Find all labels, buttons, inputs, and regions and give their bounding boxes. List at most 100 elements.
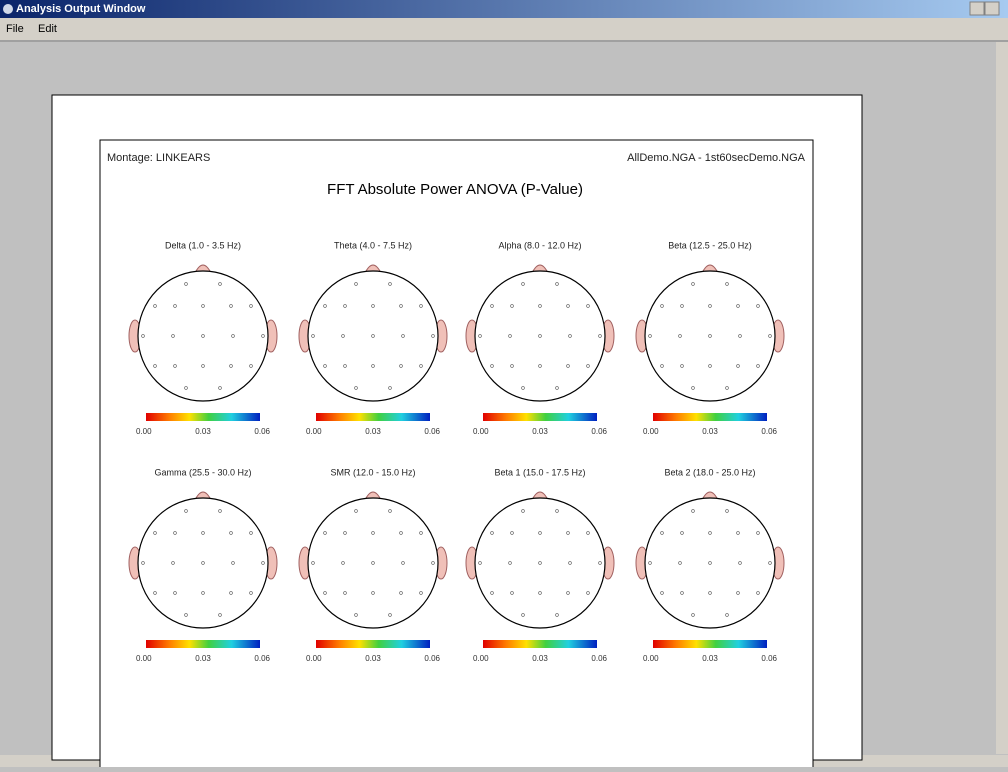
electrode [231, 334, 235, 338]
electrode [566, 531, 570, 535]
electrode [401, 334, 405, 338]
electrode [341, 561, 345, 565]
electrode [478, 561, 482, 565]
electrode [586, 591, 590, 595]
vertical-scrollbar[interactable] [996, 42, 1008, 754]
electrode [708, 364, 712, 368]
electrode [768, 561, 772, 565]
electrode [419, 591, 423, 595]
electrode [371, 591, 375, 595]
electrode [419, 304, 423, 308]
electrode [568, 561, 572, 565]
electrode [173, 531, 177, 535]
electrode [510, 531, 514, 535]
electrode [708, 334, 712, 338]
electrode [510, 591, 514, 595]
electrode [343, 364, 347, 368]
head-outline [137, 497, 269, 629]
electrode [229, 531, 233, 535]
electrode [153, 531, 157, 535]
electrode [249, 364, 253, 368]
head-outline [474, 497, 606, 629]
color-scale [653, 640, 767, 648]
electrode [354, 282, 358, 286]
electrode [173, 591, 177, 595]
electrode [261, 561, 265, 565]
electrode [768, 334, 772, 338]
electrode [399, 304, 403, 308]
electrode [153, 591, 157, 595]
electrode [388, 386, 392, 390]
electrode [691, 613, 695, 617]
electrode [736, 591, 740, 595]
minimize-button[interactable] [969, 1, 985, 16]
electrode [756, 531, 760, 535]
menu-edit[interactable]: Edit [38, 23, 57, 35]
electrode [598, 561, 602, 565]
scale-label: 0.00 [136, 427, 152, 436]
electrode [648, 561, 652, 565]
color-scale [316, 640, 430, 648]
electrode [648, 334, 652, 338]
electrode [311, 561, 315, 565]
electrode [201, 591, 205, 595]
electrode [756, 591, 760, 595]
electrode [343, 531, 347, 535]
electrode [555, 282, 559, 286]
electrode [249, 591, 253, 595]
scale-label: 0.00 [306, 427, 322, 436]
electrode [538, 334, 542, 338]
electrode [736, 364, 740, 368]
electrode [478, 334, 482, 338]
electrode [538, 561, 542, 565]
menu-file[interactable]: File [6, 23, 24, 35]
electrode [388, 509, 392, 513]
electrode [708, 591, 712, 595]
electrode [229, 304, 233, 308]
electrode [521, 282, 525, 286]
scale-label: 0.00 [643, 654, 659, 663]
electrode [153, 304, 157, 308]
electrode [678, 561, 682, 565]
electrode [201, 561, 205, 565]
electrode [184, 509, 188, 513]
maximize-button[interactable] [984, 1, 1000, 16]
electrode [371, 531, 375, 535]
scale-label: 0.00 [306, 654, 322, 663]
electrode [323, 531, 327, 535]
scale-label: 0.06 [591, 427, 607, 436]
electrode [586, 531, 590, 535]
electrode [419, 531, 423, 535]
electrode [371, 561, 375, 565]
electrode [508, 334, 512, 338]
electrode [431, 334, 435, 338]
electrode [141, 334, 145, 338]
electrode [538, 364, 542, 368]
head-outline [307, 497, 439, 629]
scale-label: 0.00 [136, 654, 152, 663]
electrode [660, 364, 664, 368]
electrode [756, 304, 760, 308]
electrode [184, 282, 188, 286]
electrode [725, 386, 729, 390]
head-outline [644, 270, 776, 402]
electrode [708, 304, 712, 308]
scale-label: 0.06 [761, 654, 777, 663]
electrode [171, 561, 175, 565]
electrode [173, 304, 177, 308]
electrode [538, 591, 542, 595]
electrode [691, 509, 695, 513]
electrode [555, 509, 559, 513]
color-scale [483, 413, 597, 421]
electrode [184, 613, 188, 617]
electrode [566, 364, 570, 368]
electrode [323, 304, 327, 308]
electrode [680, 304, 684, 308]
color-scale [316, 413, 430, 421]
electrode [229, 591, 233, 595]
electrode [725, 282, 729, 286]
electrode [568, 334, 572, 338]
electrode [566, 304, 570, 308]
head-outline [307, 270, 439, 402]
color-scale [483, 640, 597, 648]
